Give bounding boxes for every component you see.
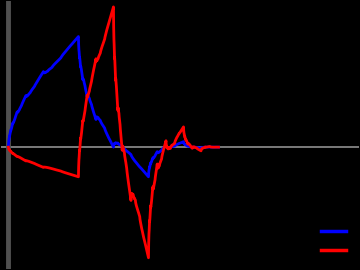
Legend: , : , [317,221,352,262]
